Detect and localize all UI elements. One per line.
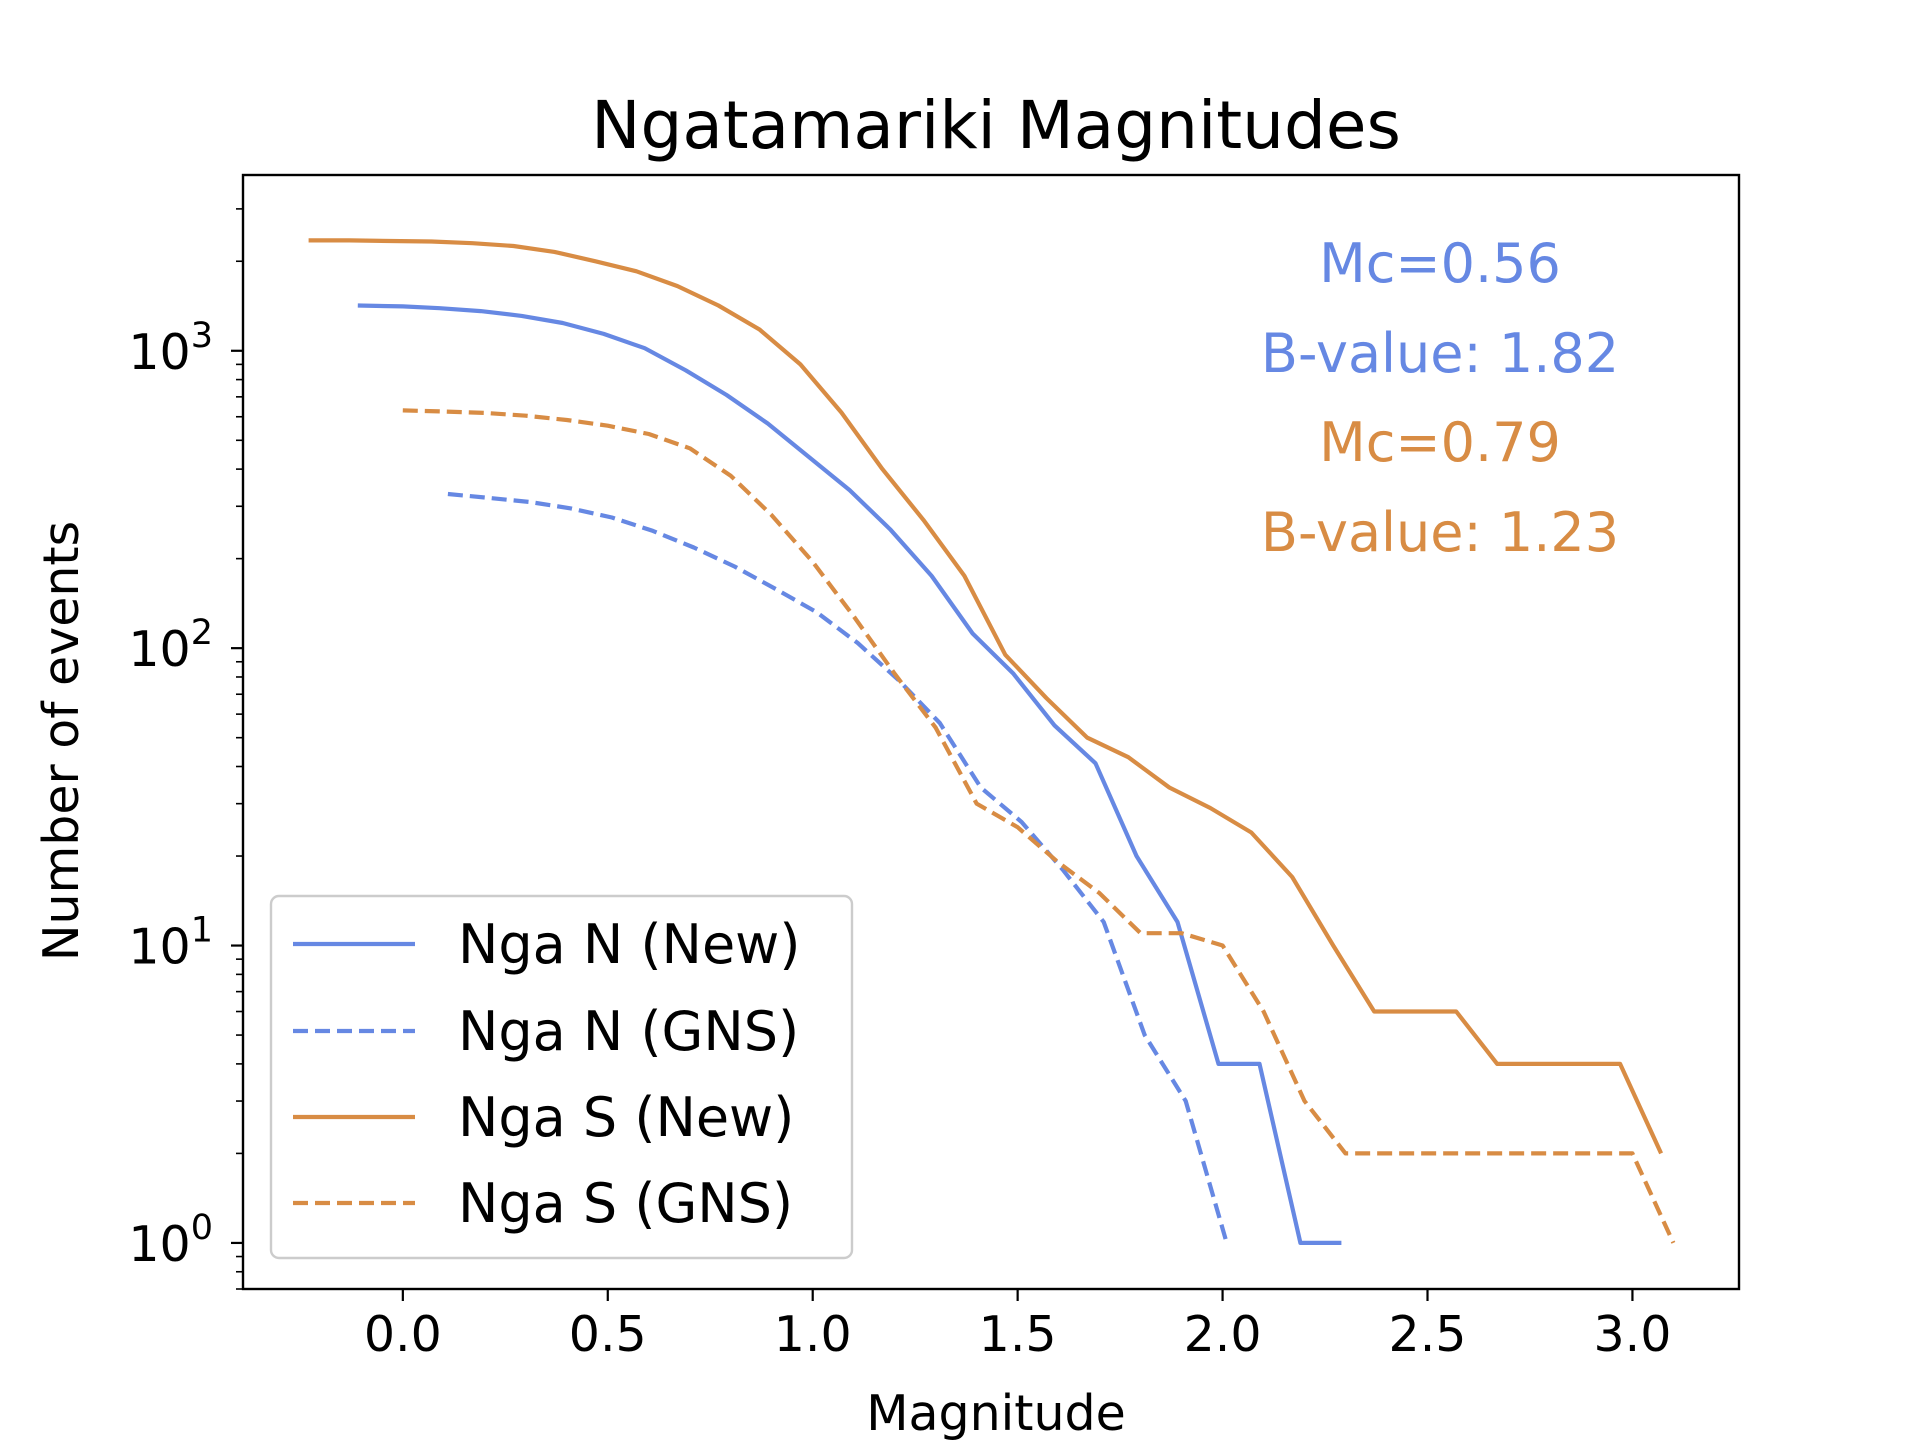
annotation-2: B-value: 1.82 <box>1261 322 1619 385</box>
x-tick-label: 1.0 <box>774 1306 852 1363</box>
annotations: Mc=0.56 B-value: 1.82 Mc=0.79 B-value: 1.23 <box>1261 232 1619 564</box>
chart-title: Ngatamariki Magnitudes <box>591 87 1401 164</box>
annotation-1: Mc=0.56 <box>1319 232 1561 295</box>
series-line-4 <box>402 408 1676 1244</box>
x-tick-label: 1.5 <box>979 1306 1057 1363</box>
x-axis: 0.0 0.5 1.0 1.5 2.0 2.5 3.0 <box>364 1289 1671 1363</box>
series-line-3 <box>308 238 1664 1155</box>
legend-box <box>269 894 854 1260</box>
legend: Nga N (New) Nga N (GNS) Nga S (New) Nga S (… <box>269 894 854 1260</box>
x-tick-label: 0.0 <box>364 1306 442 1363</box>
legend-label: Nga S (GNS) <box>458 1172 793 1235</box>
x-tick-label: 2.0 <box>1184 1306 1262 1363</box>
series-line-1 <box>357 303 1342 1246</box>
legend-label: Nga N (New) <box>458 913 800 976</box>
y-tick-label: 102 <box>128 613 213 678</box>
annotation-4: B-value: 1.23 <box>1261 501 1619 564</box>
y-axis: 100 101 102 103 <box>128 208 243 1290</box>
y-tick-label: 101 <box>128 911 213 976</box>
x-axis-label: Magnitude <box>866 1385 1126 1440</box>
x-tick-label: 0.5 <box>569 1306 647 1363</box>
legend-label: Nga S (New) <box>458 1086 794 1149</box>
annotation-3: Mc=0.79 <box>1319 411 1561 474</box>
series-line-2 <box>447 491 1229 1244</box>
legend-label: Nga N (GNS) <box>458 1000 799 1063</box>
plot-area <box>241 173 1741 1291</box>
y-tick-label: 100 <box>128 1208 213 1273</box>
y-tick-label: 103 <box>128 316 213 381</box>
plot-frame <box>241 173 1741 1291</box>
x-tick-label: 3.0 <box>1593 1306 1671 1363</box>
y-axis-label: Number of events <box>33 521 90 961</box>
x-tick-label: 2.5 <box>1389 1306 1467 1363</box>
